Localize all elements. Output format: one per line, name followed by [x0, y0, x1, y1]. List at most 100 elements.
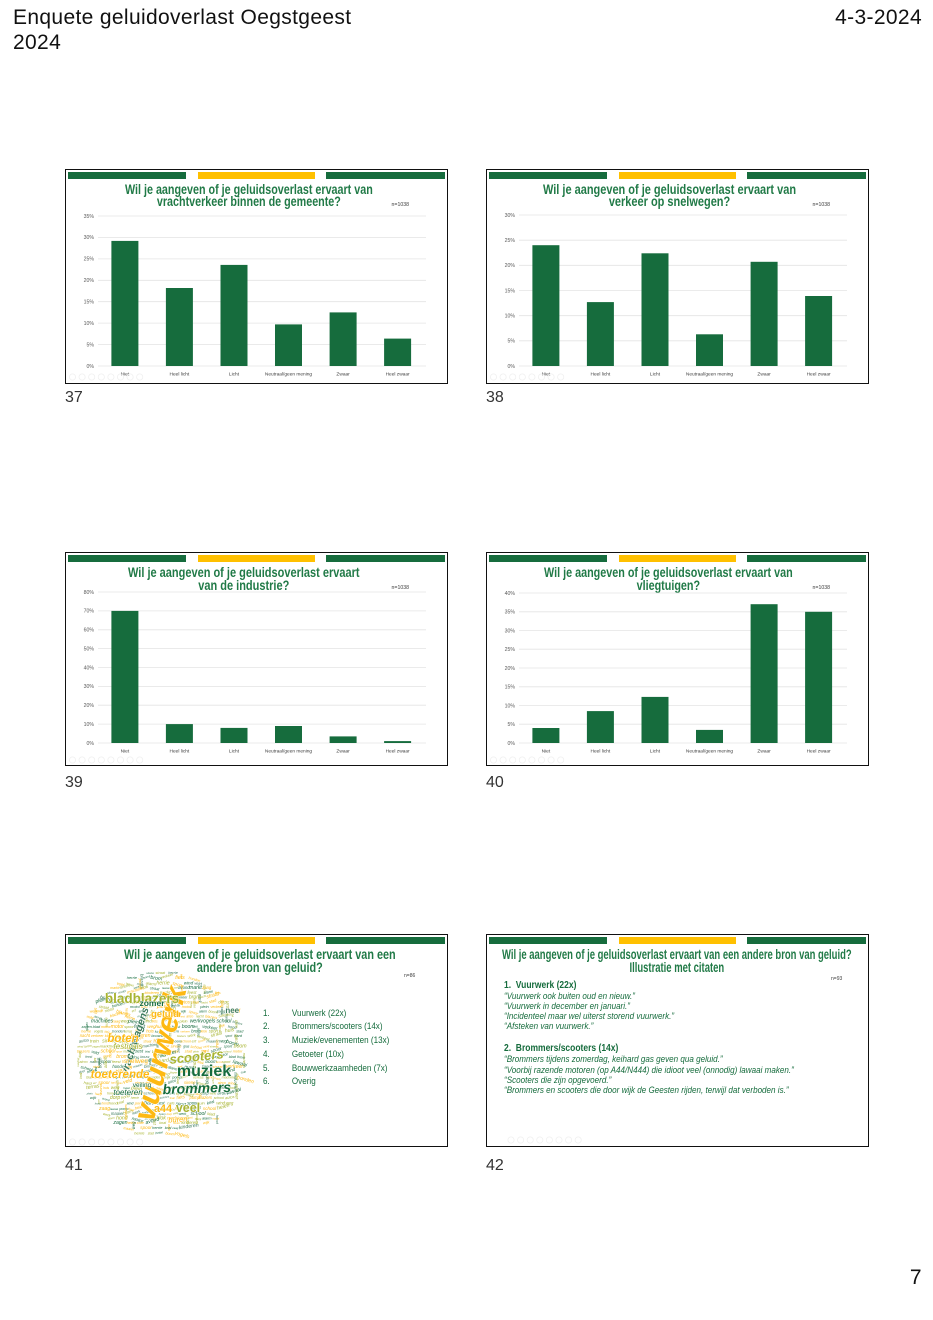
svg-text:verkeer: verkeer [159, 1049, 178, 1060]
svg-text:markt: markt [197, 1080, 209, 1088]
svg-text:werk: werk [179, 1112, 187, 1116]
svg-text:dorp: dorp [78, 1069, 85, 1075]
svg-text:werk: werk [170, 1002, 181, 1008]
svg-text:Niet: Niet [542, 749, 551, 755]
svg-text:stad: stad [93, 1065, 101, 1069]
svg-text:sport: sport [225, 1034, 232, 1038]
svg-text:plein: plein [192, 1050, 199, 1054]
svg-text:blad: blad [86, 1076, 94, 1080]
svg-text:25%: 25% [505, 238, 516, 244]
svg-text:verkeer: verkeer [91, 1034, 104, 1038]
svg-text:straat: straat [150, 986, 161, 991]
svg-text:brom: brom [150, 975, 163, 983]
svg-text:sport: sport [191, 1104, 201, 1110]
svg-text:huis: huis [156, 1024, 165, 1029]
svg-text:nacht: nacht [90, 1059, 101, 1064]
svg-text:pomp: pomp [134, 1101, 146, 1106]
svg-text:terras: terras [86, 1083, 100, 1091]
svg-text:lawaai: lawaai [226, 1086, 243, 1096]
svg-text:spoor: spoor [188, 1010, 199, 1017]
svg-text:werk: werk [187, 1033, 197, 1038]
svg-text:markt: markt [100, 1044, 111, 1049]
svg-text:klok: klok [126, 1065, 134, 1069]
svg-text:sirene: sirene [119, 982, 132, 990]
svg-text:lawaai: lawaai [94, 1076, 102, 1080]
svg-text:feest: feest [112, 1059, 122, 1064]
svg-text:sirene: sirene [146, 971, 154, 975]
svg-text:blazers: blazers [116, 1009, 132, 1018]
svg-text:alarm: alarm [169, 1028, 180, 1033]
svg-text:school: school [223, 1050, 231, 1054]
svg-text:30%: 30% [84, 684, 95, 690]
svg-text:brom: brom [191, 1028, 201, 1033]
svg-text:motor: motor [182, 1005, 192, 1009]
svg-text:blad: blad [150, 1009, 160, 1016]
svg-text:wind: wind [234, 1019, 238, 1027]
svg-text:sport: sport [222, 1060, 231, 1064]
svg-text:blazers: blazers [232, 1020, 243, 1027]
svg-text:gras: gras [144, 995, 153, 1000]
svg-text:alarm: alarm [191, 1081, 195, 1089]
svg-text:alarm: alarm [104, 1017, 108, 1027]
svg-text:hard: hard [158, 1057, 170, 1065]
svg-text:weg: weg [226, 1101, 234, 1106]
svg-text:blad: blad [202, 1049, 207, 1058]
svg-text:motor: motor [173, 1121, 181, 1125]
svg-text:airco: airco [186, 1014, 193, 1018]
svg-text:honden: honden [188, 976, 201, 983]
svg-text:10%: 10% [505, 703, 516, 709]
svg-text:zagen: zagen [81, 1025, 92, 1029]
svg-text:blad: blad [159, 1079, 163, 1085]
svg-text:autos: autos [179, 999, 191, 1004]
svg-text:verkeer: verkeer [160, 972, 174, 980]
svg-text:sport: sport [209, 1028, 219, 1033]
svg-text:school: school [190, 1044, 202, 1051]
svg-text:hond: hond [116, 1116, 129, 1122]
svg-text:spoor: spoor [169, 1057, 182, 1064]
svg-text:knal: knal [79, 1072, 83, 1078]
svg-text:Licht: Licht [229, 371, 240, 377]
svg-text:lawaai: lawaai [113, 1033, 130, 1043]
svg-text:cafe: cafe [234, 1034, 239, 1043]
svg-text:nacht: nacht [212, 1117, 219, 1121]
svg-text:tuin: tuin [225, 1000, 230, 1007]
svg-text:hard: hard [144, 1101, 155, 1107]
svg-text:knal: knal [175, 1106, 183, 1111]
svg-text:sirene: sirene [181, 1073, 192, 1080]
svg-text:veld: veld [97, 1099, 101, 1105]
svg-text:dorp: dorp [201, 1091, 210, 1096]
svg-text:herrie: herrie [124, 1014, 136, 1022]
svg-text:nacht: nacht [199, 994, 207, 1000]
svg-text:cafe: cafe [240, 1070, 246, 1075]
svg-text:spoor: spoor [210, 1046, 223, 1054]
svg-text:machines: machines [222, 1076, 238, 1080]
svg-text:wijk: wijk [90, 1096, 97, 1100]
svg-text:Licht: Licht [650, 371, 661, 377]
svg-text:stad: stad [208, 997, 217, 1004]
svg-text:wijk: wijk [167, 1124, 172, 1132]
svg-text:hard: hard [196, 1068, 205, 1074]
svg-text:25%: 25% [505, 647, 516, 653]
svg-text:weg: weg [111, 1085, 120, 1090]
svg-text:bladblazers: bladblazers [105, 991, 179, 1006]
svg-text:Zwaar: Zwaar [336, 749, 350, 755]
svg-text:20%: 20% [84, 703, 95, 709]
svg-text:brom: brom [84, 1044, 92, 1049]
svg-text:blazers: blazers [140, 974, 145, 990]
svg-text:werk: werk [133, 984, 140, 990]
svg-text:heien: heien [159, 1112, 166, 1116]
svg-text:erf: erf [131, 1008, 137, 1013]
svg-text:15%: 15% [505, 685, 516, 691]
svg-text:motor: motor [130, 1004, 141, 1009]
svg-text:zaag: zaag [201, 985, 212, 990]
svg-text:kinderen: kinderen [145, 991, 160, 995]
svg-text:n=1038: n=1038 [813, 585, 831, 591]
svg-text:knal: knal [116, 1099, 125, 1106]
svg-text:machines: machines [126, 985, 145, 995]
svg-text:blad: blad [183, 1091, 195, 1100]
svg-text:0%: 0% [87, 363, 95, 369]
svg-text:scooters: scooters [169, 1046, 224, 1067]
svg-text:lawaai: lawaai [167, 1049, 178, 1054]
svg-text:gras: gras [183, 1045, 190, 1049]
svg-text:plein: plein [127, 1018, 140, 1026]
